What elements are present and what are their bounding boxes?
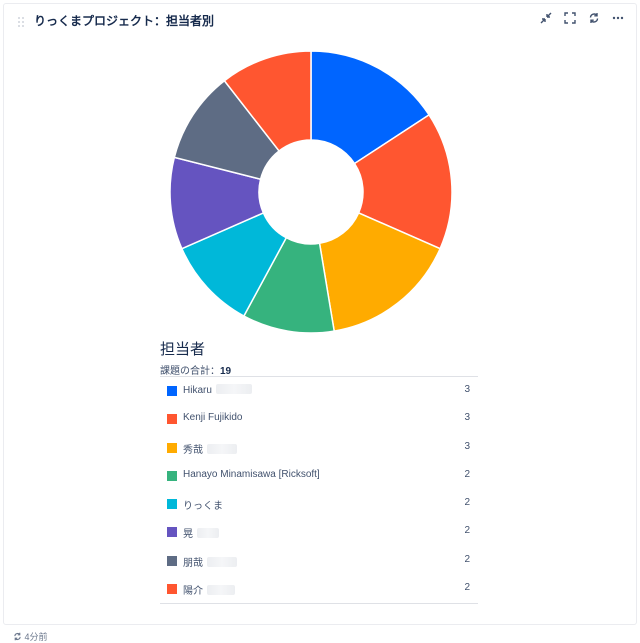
legend-swatch [167,499,177,510]
legend-swatch [167,442,177,453]
total-label: 課題の合計： [160,366,220,377]
legend-name[interactable]: 晃 [183,525,219,540]
legend-list: Hikaru 3 Kenji Fujikido 3 秀哉 3 Hanayo Minamisa… [160,376,478,605]
legend-count: 3 [464,440,470,452]
legend-count: 2 [464,582,470,594]
legend-row[interactable]: 秀哉 3 [160,434,478,462]
legend-name[interactable]: Kenji Fujikido [183,412,242,423]
redacted-name [207,556,237,567]
legend-title: 担当者 [160,341,206,358]
legend-name[interactable]: 秀哉 [183,441,237,456]
donut-chart [169,50,453,334]
minimize-icon[interactable] [538,10,554,26]
donut-slice-8[interactable] [223,50,312,153]
legend-name[interactable]: 朋哉 [183,554,237,569]
legend-count: 3 [464,412,470,424]
legend-label: Hikaru [183,385,212,396]
legend-count: 2 [464,468,470,480]
legend-swatch [167,470,177,481]
legend-name[interactable]: りっくま [183,497,223,512]
legend-swatch [167,555,177,566]
legend-swatch [167,414,177,425]
gadget-actions [538,10,626,26]
drag-handle-icon[interactable] [18,14,24,32]
legend-label: 秀哉 [183,444,203,456]
total-value: 19 [220,366,232,377]
redacted-name [215,384,252,394]
updated-time: 4分前 [24,632,48,642]
redacted-name [207,443,237,454]
legend-label: 陽介 [183,586,203,598]
legend-name[interactable]: 陽介 [183,582,235,597]
legend-header: 担当者 課題の合計：19 [160,338,478,377]
legend-row[interactable]: Kenji Fujikido 3 [160,405,478,433]
legend-name[interactable]: Hikaru [183,384,252,396]
refresh-icon[interactable] [586,10,602,26]
redacted-name [207,585,235,596]
legend-count: 2 [464,553,470,565]
legend-row[interactable]: Hikaru 3 [160,377,478,405]
legend-swatch [167,386,177,396]
legend-name[interactable]: Hanayo Minamisawa [Ricksoft] [183,469,320,480]
legend-label: 晃 [183,529,193,541]
legend-label: Hanayo Minamisawa [Ricksoft] [183,468,320,480]
gadget-title: りっくまプロジェクト：担当者別 [34,14,215,28]
legend-label: 朋哉 [183,557,203,569]
legend-count: 2 [464,497,470,509]
legend-count: 2 [464,525,470,537]
donut-slice-1[interactable] [310,50,431,165]
legend-row[interactable]: りっくま 2 [160,490,478,518]
footer: 4分前 [13,630,48,643]
donut-slice-3[interactable] [318,211,442,332]
total-issues: 課題の合計：19 [160,362,478,377]
fullscreen-icon[interactable] [562,10,578,26]
legend-row[interactable]: Hanayo Minamisawa [Ricksoft] 2 [160,462,478,490]
legend-count: 3 [464,384,470,395]
legend-label: Kenji Fujikido [183,412,243,424]
legend-swatch [167,584,177,595]
gadget-header: りっくまプロジェクト：担当者別 [4,4,636,34]
redacted-name [197,528,219,539]
more-icon[interactable] [610,10,626,26]
legend-row[interactable]: 朋哉 2 [160,547,478,575]
legend-row[interactable]: 陽介 2 [160,575,478,603]
legend-label: りっくま [183,501,223,513]
legend-swatch [167,527,177,538]
updated-refresh-icon[interactable] [13,632,25,642]
donut-slice-2[interactable] [353,113,453,250]
